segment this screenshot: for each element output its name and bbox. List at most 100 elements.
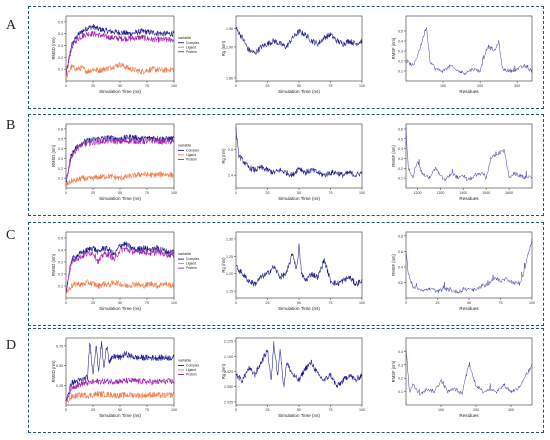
y-tick-label: 0.1 [58,68,63,72]
y-tick-label: 0.2 [398,60,403,64]
x-tick-label: 1600 [505,191,513,195]
chart-B-rmsd: 0.1 0.2 0.3 0.4 0.5 0.6 0 25 50 75 100 Simulation T… [51,123,200,201]
chart-A-rg: 1.80 1.90 1.96 0 25 50 75 100 Simulation Time (n… [221,15,365,94]
y-axis-label: Rg (nm) [221,257,226,273]
legend-entry-ligand: Ligand [186,262,196,266]
plot-frame [65,15,175,82]
x-tick-label: 100 [171,191,177,195]
x-tick-label: 50 [297,84,301,88]
chart-C-rmsd: 0.1 0.2 0.3 0.4 0.5 0 25 50 75 100 Simulation Time… [51,231,200,311]
y-tick-label: 0.2 [398,167,403,171]
x-axis-label: Simulation Time (ns) [99,89,141,94]
y-tick-label: 0.4 [398,265,403,269]
x-tick-label: 1500 [482,191,490,195]
row-frame-b [28,114,544,216]
x-tick-label: 75 [329,408,333,412]
y-axis-label: RMSF (nm) [391,254,396,276]
y-axis-label: RMSD (nm) [51,37,56,60]
x-tick-label: 0 [65,191,67,195]
legend-entry-protein: Protein [186,50,197,54]
chart-C-rmsf: 0.2 0.4 0.6 0.8 0 25 50 75 100 Residues RMSF (nm) [391,231,535,311]
y-tick-label: 0.3 [398,50,403,54]
x-tick-label: 0 [65,84,67,88]
y-tick-label: 0.4 [398,40,403,44]
y-tick-label: 0.6 [398,127,403,131]
series-line-ligand [65,171,175,187]
x-tick-label: 0 [405,301,407,305]
y-axis-label: RMSD (nm) [51,144,56,167]
x-tick-label: 0 [65,408,67,412]
y-axis-label: RMSF (nm) [391,360,396,382]
series-line-D-rmsf [405,350,533,396]
y-tick-label: 1.15 [226,290,233,294]
x-tick-label: 25 [91,301,95,305]
chart-C-rg: 1.15 1.20 1.25 1.30 0 25 50 75 100 Simulation Tim… [221,231,365,311]
chart-D-rg: 2.025 2.050 2.075 2.100 2.125 0 25 50 75 100 Simul… [221,337,365,418]
x-axis-label: Simulation Time (ns) [278,413,320,418]
legend-entry-protein: Protein [186,157,197,161]
plot-frame [235,231,363,299]
y-tick-label: 0.3 [58,261,63,265]
series-line-protein [65,246,175,292]
x-tick-label: 0 [235,408,237,412]
x-tick-label: 1200 [413,191,421,195]
y-axis-label: RMSF (nm) [391,37,396,59]
x-tick-label: 75 [145,84,149,88]
y-axis-label: RMSD (nm) [51,360,56,383]
legend-entry-ligand: Ligand [186,45,196,49]
legend-title: variable [178,358,191,362]
x-axis-label: Residues [459,306,479,311]
x-tick-label: 0 [235,191,237,195]
x-axis-label: Residues [459,413,479,418]
y-tick-label: 1.96 [226,27,233,31]
y-tick-label: 0.1 [398,177,403,181]
series-line-protein [65,30,175,75]
x-tick-label: 25 [266,408,270,412]
y-axis-label: Rg (nm) [221,40,226,56]
x-tick-label: 75 [145,191,149,195]
y-axis-label: Rg (nm) [221,363,226,379]
x-tick-label: 75 [329,191,333,195]
y-tick-label: 0.1 [58,285,63,289]
x-tick-label: 100 [171,408,177,412]
y-tick-label: 0.1 [398,70,403,74]
x-tick-label: 200 [473,408,479,412]
y-tick-label: 0.1 [398,390,403,394]
series-line-complex [65,23,175,75]
chart-D-rmsf: 0.1 0.2 0.3 0.4 100 200 300 Residues RMSF (nm) [391,337,533,418]
y-tick-label: 2.100 [224,355,233,359]
series-line-A-rmsf [405,27,533,75]
y-tick-label: 0.5 [398,137,403,141]
y-tick-label: 0.6 [398,250,403,254]
chart-D-rmsd: 0.25 0.50 0.75 0 25 50 75 100 Simulation Time (n… [51,337,200,418]
series-line-complex [65,241,175,292]
legend-title: variable [178,36,191,40]
legend-title: variable [178,252,191,256]
legend-entry-ligand: Ligand [186,368,196,372]
x-tick-label: 50 [118,408,122,412]
series-line-ligand [65,279,175,296]
x-tick-label: 100 [440,84,446,88]
x-axis-label: Simulation Time (ns) [278,196,320,201]
y-tick-label: 0.3 [398,157,403,161]
legend-title: variable [178,143,191,147]
x-tick-label: 50 [118,191,122,195]
series-line-C-rg [235,243,363,287]
x-tick-label: 75 [329,84,333,88]
x-tick-label: 1300 [436,191,444,195]
x-tick-label: 1400 [459,191,467,195]
y-tick-label: 0.4 [58,147,63,151]
y-tick-label: 1.30 [226,237,233,241]
y-tick-label: 2.075 [224,370,233,374]
x-axis-label: Simulation Time (ns) [99,306,141,311]
series-line-C-rmsf [405,238,533,294]
x-axis-label: Simulation Time (ns) [99,413,141,418]
chart-A-rmsd: 0.1 0.2 0.3 0.4 0.5 0 25 50 75 100 Simulation Time… [51,15,200,94]
y-tick-label: 2.025 [224,400,233,404]
x-tick-label: 0 [235,84,237,88]
series-line-complex [65,134,175,183]
x-tick-label: 75 [329,301,333,305]
y-tick-label: 0.75 [56,344,63,348]
x-axis-label: Residues [459,89,479,94]
x-tick-label: 300 [514,84,520,88]
